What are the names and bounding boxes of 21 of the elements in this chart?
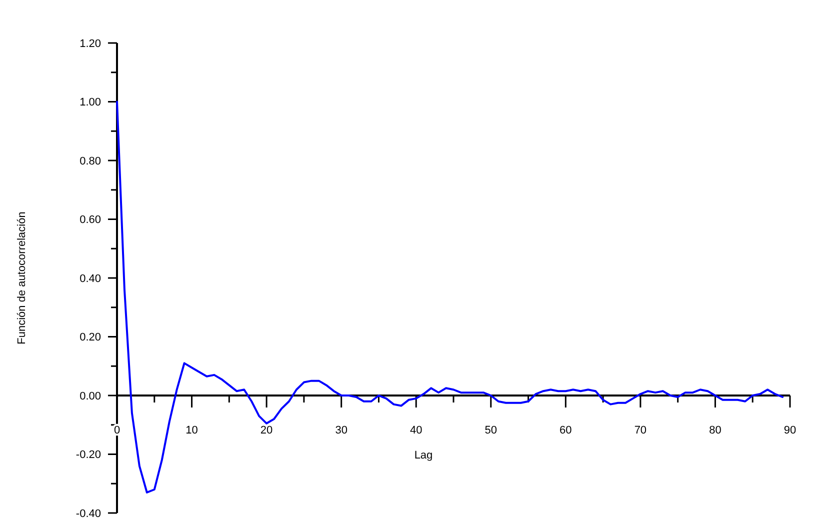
x-tick-label: 10 [186, 424, 198, 436]
y-axis-title: Función de autocorrelación [16, 212, 28, 344]
y-tick-label: 0.80 [80, 155, 101, 168]
y-tick-label: 0.40 [80, 272, 101, 285]
x-axis-title: Lag [414, 450, 433, 462]
x-tick-label: 30 [335, 424, 348, 436]
x-tick-label: 70 [634, 424, 647, 436]
y-tick-label: 0.20 [80, 332, 101, 344]
x-tick-label: 90 [784, 424, 796, 436]
y-tick-label: -0.40 [76, 508, 101, 519]
x-tick-label: 50 [484, 424, 498, 436]
x-tick-label: 40 [410, 424, 422, 436]
x-tick-label: 20 [260, 424, 273, 436]
y-tick-label: 1.00 [80, 96, 101, 109]
y-tick-label: -0.20 [76, 449, 101, 462]
x-tick-label: 80 [709, 424, 722, 436]
line-series [116, 100, 784, 494]
x-tick-label: 60 [560, 424, 572, 436]
y-tick-label: 0.00 [80, 390, 101, 402]
y-tick-label: 0.60 [80, 214, 101, 226]
y-tick-label: 1.20 [80, 38, 101, 50]
